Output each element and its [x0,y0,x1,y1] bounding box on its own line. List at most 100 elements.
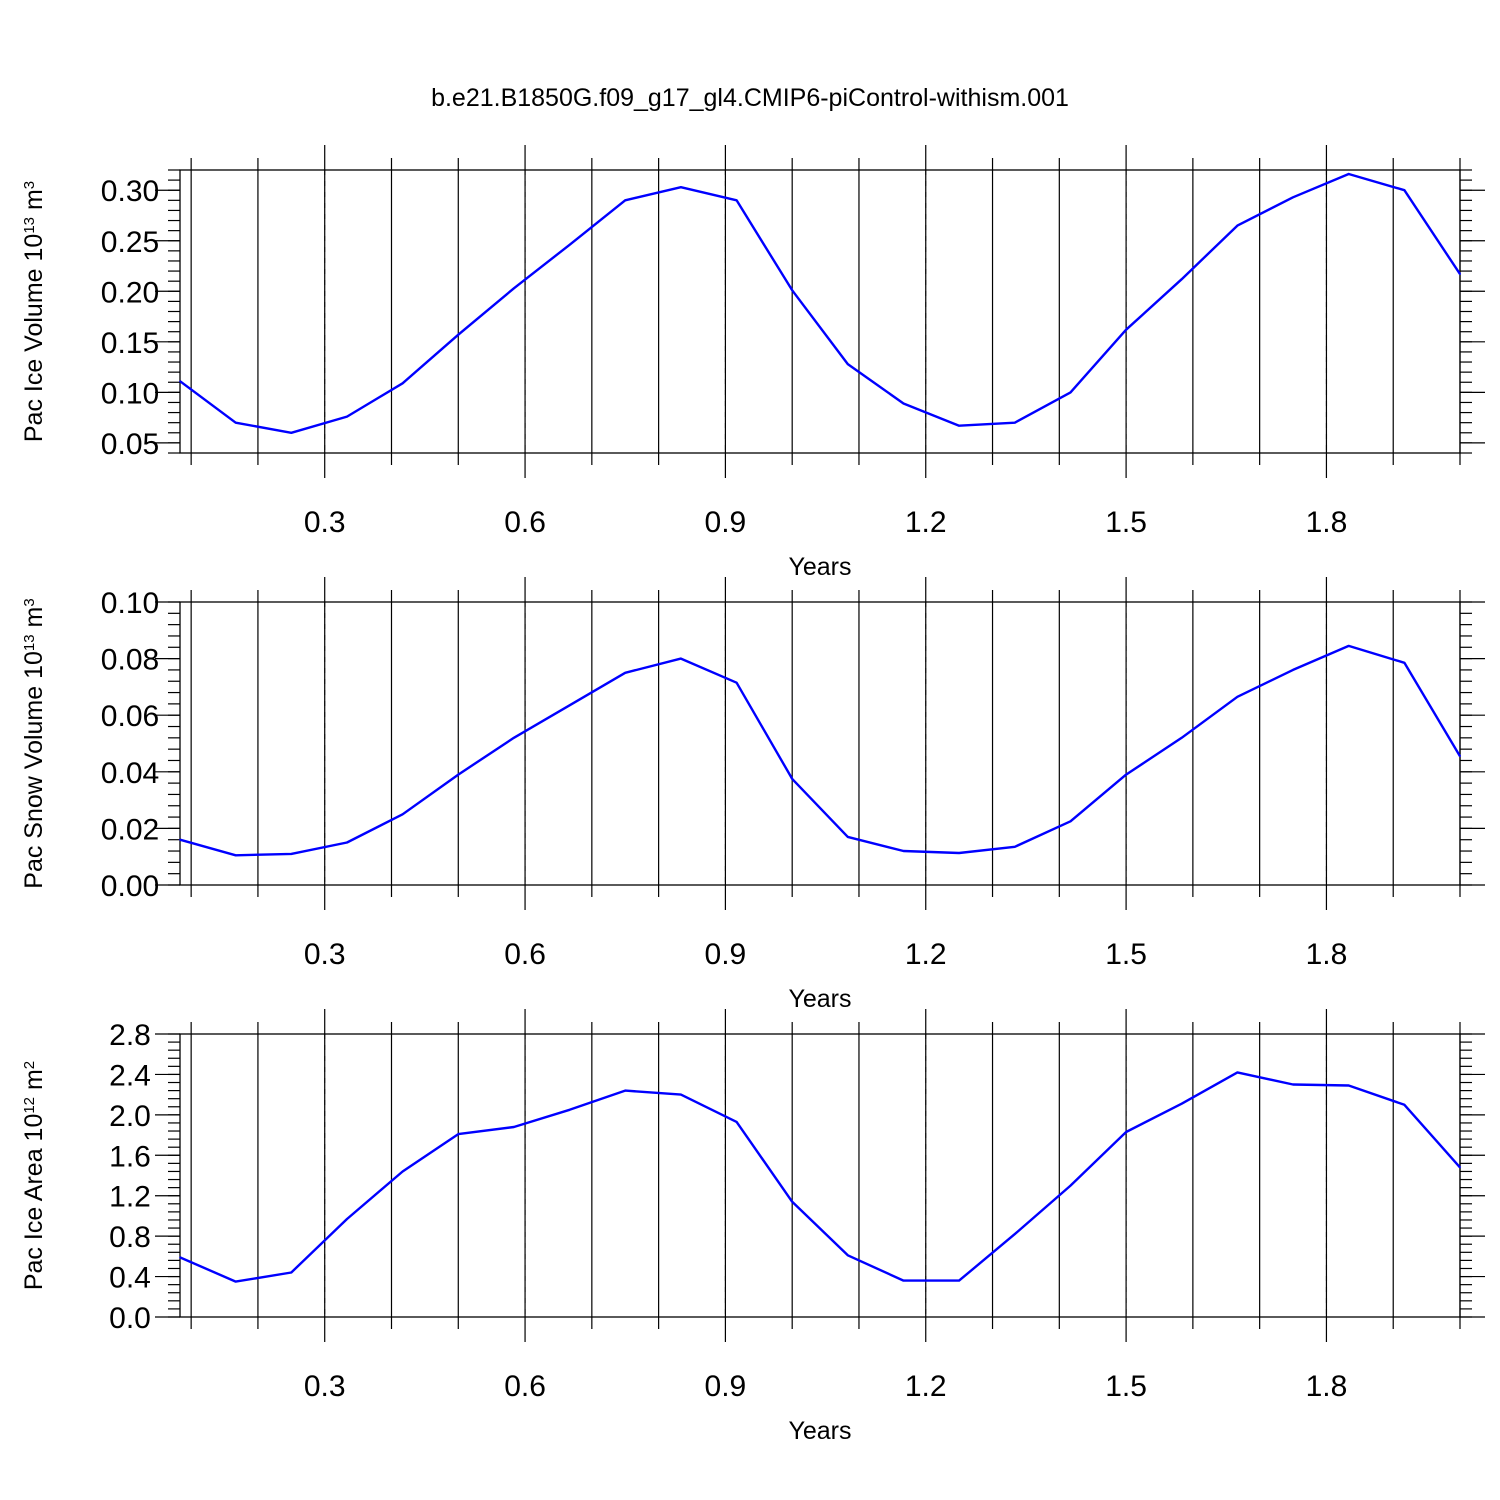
data-point [234,854,237,857]
x-tick-label: 1.8 [1306,938,1348,971]
data-point [1013,1233,1016,1235]
data-point [735,1121,738,1123]
series-line [179,172,1462,434]
data-point [513,287,515,290]
y-tick-label: 0.30 [101,175,159,208]
y-axis-label-exponent: 3 [21,181,38,189]
data-point [568,704,571,707]
data-point [346,841,348,844]
x-tick-label: 1.2 [905,1370,947,1403]
data-point [1013,845,1016,848]
y-tick-label: 0.06 [101,700,159,733]
y-tick-label: 0.4 [109,1262,151,1295]
data-point [1236,224,1239,227]
data-point [1403,189,1406,192]
data-point [457,1133,460,1135]
data-point [1292,1083,1294,1086]
data-point [457,773,460,776]
data-point [1292,196,1294,199]
y-axis-label-text: m [20,1069,48,1097]
data-point [735,681,738,684]
x-tick-label: 1.5 [1105,1370,1147,1403]
y-axis-label: Pac Ice Volume 1013 m3 [20,181,48,442]
y-tick-label: 0.25 [101,226,159,259]
y-axis-label-exponent: 2 [21,1061,38,1069]
data-point [1347,1084,1350,1087]
y-axis-label-exponent: 13 [21,634,38,651]
data-point [624,199,627,202]
x-tick-label: 0.3 [304,1370,346,1403]
data-point [680,657,682,660]
data-point [1236,696,1239,698]
data-point [1069,820,1072,823]
y-tick-label: 0.10 [101,377,159,410]
y-tick-label: 0.20 [101,276,159,309]
data-point [1180,1102,1183,1105]
x-tick-label: 0.9 [705,1370,747,1403]
y-tick-label: 0.00 [101,870,159,903]
data-point [234,421,237,424]
panels: 0.3 0.6 0.9 1.2 1.5 1.8 0.05 0.10 0.15 0.20 0.25 0.… [20,145,1485,1445]
data-point [401,382,404,385]
data-point [1013,421,1016,424]
data-point [1347,645,1350,647]
y-tick-label: 2.8 [109,1019,151,1052]
data-point [290,1271,293,1274]
x-tick-label: 0.3 [304,938,346,971]
x-tick-label: 1.2 [905,506,947,539]
data-point [902,850,905,852]
x-tick-label: 0.9 [705,938,747,971]
data-point [1236,1071,1239,1074]
plot-frame [179,1033,1461,1318]
data-point [234,1280,237,1283]
plot-frame [179,601,1461,886]
data-point [513,1126,515,1128]
data-point [902,402,905,405]
data-point [1403,1103,1406,1106]
data-point [791,778,793,780]
y-axis-label-text: m [20,189,48,217]
panel-ice-area: 0.3 0.6 0.9 1.2 1.5 1.8 0.0 0.4 0.8 1.2 1.6 2.0 2.4 2… [20,1009,1485,1445]
panel-ice-volume: 0.3 0.6 0.9 1.2 1.5 1.8 0.05 0.10 0.15 0.20 0.25 0.… [20,145,1485,581]
data-point [1292,669,1294,671]
data-point [624,1089,627,1092]
data-point [457,333,460,336]
y-tick-label: 2.0 [109,1100,151,1133]
x-tick-label: 1.8 [1306,1370,1348,1403]
figure-title: b.e21.B1850G.f09_g17_gl4.CMIP6-piControl… [431,84,1069,112]
x-tick-label: 0.6 [504,1370,546,1403]
data-point [346,415,348,418]
data-point [1125,1131,1127,1133]
y-axis-label-exponent: 12 [21,1097,38,1114]
x-tick-label: 1.5 [1105,506,1147,539]
y-axis-label: Pac Ice Area 1012 m2 [20,1061,48,1290]
data-point [902,1279,905,1282]
series-line [179,644,1462,857]
x-tick-label: 0.9 [705,506,747,539]
y-axis-label-text: Pac Snow Volume 10 [20,651,48,889]
y-tick-label: 0.0 [109,1302,151,1335]
data-point [290,431,293,434]
y-axis-label-exponent: 3 [21,598,38,606]
data-point [847,363,849,365]
data-point [958,1279,960,1282]
data-point [791,1200,793,1203]
data-point [624,671,627,674]
data-point [847,836,849,838]
data-point [401,813,404,816]
x-tick-label: 0.3 [304,506,346,539]
data-point [1459,1166,1461,1169]
data-point [568,1109,571,1111]
x-axis-label: Years [788,553,851,581]
y-tick-label: 0.10 [101,587,159,620]
data-point [1125,328,1127,331]
x-tick-label: 1.8 [1306,506,1348,539]
y-axis-label-exponent: 13 [21,217,38,234]
data-point [1347,173,1350,175]
x-tick-label: 0.6 [504,506,546,539]
y-tick-label: 0.8 [109,1221,151,1254]
plot-frame [179,169,1461,454]
data-point [179,1256,181,1259]
data-point [680,1093,682,1096]
